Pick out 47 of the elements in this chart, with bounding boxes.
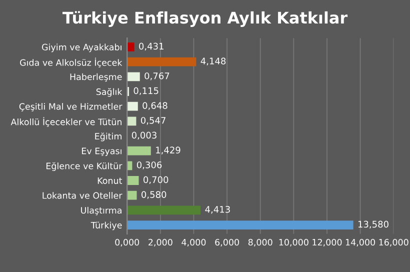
data-label: 4,413 xyxy=(205,206,230,214)
bar xyxy=(127,176,139,185)
data-label: 0,431 xyxy=(139,42,164,51)
x-tick-label: 2,000 xyxy=(148,238,172,246)
bar xyxy=(127,42,134,52)
y-tick-label: Türkiye xyxy=(90,222,122,230)
data-label: 0,003 xyxy=(132,132,156,140)
bar xyxy=(127,146,151,156)
data-label: 0,767 xyxy=(144,72,170,80)
y-tick-label: Gıda ve Alkolsüz İçecek xyxy=(20,58,122,68)
y-tick-label: Lokanta ve Oteller xyxy=(42,192,122,199)
x-tick-label: 0,000 xyxy=(115,238,140,246)
data-label: 0,115 xyxy=(134,87,158,96)
bar xyxy=(127,72,140,82)
data-label: 0,648 xyxy=(142,102,168,110)
bar xyxy=(127,102,138,111)
y-tick-label: Eğlence ve Kültür xyxy=(46,162,122,171)
data-label: 4,148 xyxy=(200,58,226,66)
y-tick-label: Sağlık xyxy=(96,88,122,97)
bar xyxy=(127,161,132,170)
x-tick-label: 8,000 xyxy=(248,238,272,246)
y-tick-label: Alkollü İçecekler ve Tütün xyxy=(10,117,122,127)
bar xyxy=(127,206,201,215)
bar xyxy=(127,220,354,230)
bar xyxy=(127,190,137,200)
x-tick-label: 16,000 xyxy=(379,238,408,246)
data-label: 0,700 xyxy=(144,176,168,184)
x-tick-label: 14,000 xyxy=(346,238,376,246)
y-tick-label: Haberleşme xyxy=(70,73,122,82)
x-tick-label: 10,000 xyxy=(279,238,308,246)
bar xyxy=(127,57,196,66)
y-tick-label: Ulaştırma xyxy=(81,206,122,216)
bar xyxy=(127,116,136,126)
data-label: 13,580 xyxy=(358,220,388,229)
y-tick-label: Eğitim xyxy=(95,132,122,142)
x-tick-label: 6,000 xyxy=(215,238,239,246)
data-label: 0,547 xyxy=(140,116,166,125)
data-label: 1,429 xyxy=(156,146,180,154)
data-label: 0,306 xyxy=(136,161,162,170)
y-tick-label: Konut xyxy=(98,177,122,184)
y-tick-label: Giyim ve Ayakkabı xyxy=(42,44,122,52)
x-tick-label: 4,000 xyxy=(182,238,206,246)
chart-title: Türkiye Enflasyon Aylık Katkılar xyxy=(62,11,348,27)
y-tick-label: Çeşitli Mal ve Hizmetler xyxy=(19,103,122,112)
y-tick-label: Ev Eşyası xyxy=(82,148,122,156)
data-label: 0,580 xyxy=(142,191,166,199)
x-tick-label: 12,000 xyxy=(312,238,342,246)
